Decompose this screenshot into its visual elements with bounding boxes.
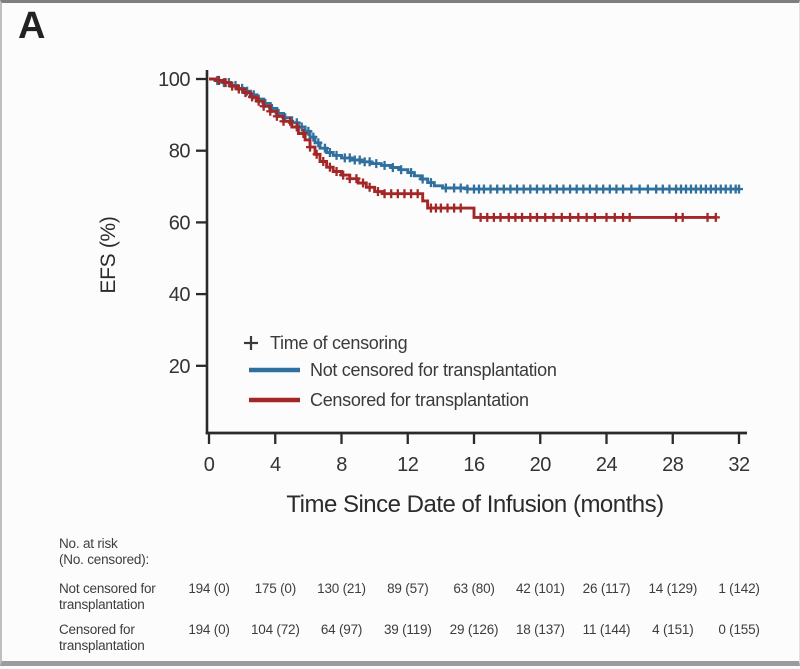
panel-label: A	[18, 5, 45, 47]
risk-table-header-line2: (No. censored):	[59, 552, 150, 567]
y-axis-title: EFS (%)	[97, 216, 120, 293]
x-tick-label: 0	[204, 454, 215, 476]
x-tick-label: 8	[336, 454, 347, 476]
risk-value: 0 (155)	[718, 622, 760, 637]
legend-censor-label: Time of censoring	[270, 333, 407, 353]
y-tick-label: 100	[158, 69, 190, 91]
risk-value: 89 (57)	[387, 581, 429, 596]
risk-row-label-not-censored-line1: Not censored for	[59, 581, 156, 596]
risk-row-label-not-censored-line2: transplantation	[59, 597, 145, 612]
x-tick-label: 24	[596, 454, 618, 476]
risk-value: 42 (101)	[515, 581, 565, 596]
x-tick-label: 4	[270, 454, 281, 476]
y-tick-label: 80	[169, 141, 191, 163]
x-tick-label: 32	[728, 454, 750, 476]
risk-value: 104 (72)	[250, 622, 300, 637]
x-tick-label: 28	[662, 454, 684, 476]
x-axis-title: Time Since Date of Infusion (months)	[286, 491, 663, 518]
risk-value: 1 (142)	[718, 581, 760, 596]
y-tick-label: 40	[169, 284, 191, 306]
risk-value: 14 (129)	[648, 581, 698, 596]
x-tick-label: 16	[463, 454, 485, 476]
y-tick-label: 60	[169, 212, 191, 234]
risk-value: 18 (137)	[515, 622, 565, 637]
censor-plus-icon	[244, 336, 258, 350]
risk-value: 39 (119)	[383, 622, 432, 637]
censor-marks-not-censored	[213, 75, 743, 194]
y-tick-label: 20	[169, 356, 191, 378]
efs-kaplan-meier-chart: 100 80 60 40 20 0 4 8 12 16 20 24 28 32 EFS (%) Time …	[97, 69, 750, 518]
risk-value: 26 (117)	[582, 581, 631, 596]
legend-label-censored: Censored for transplantation	[310, 390, 529, 410]
ticks-layer: 100 80 60 40 20 0 4 8 12 16 20 24 28 32	[158, 69, 750, 476]
risk-row-label-censored-line2: transplantation	[59, 638, 145, 653]
risk-value: 4 (151)	[652, 622, 694, 637]
number-at-risk-table: No. at risk (No. censored): Not censored…	[2, 3, 800, 669]
series-layer	[209, 75, 743, 222]
risk-table-header-line1: No. at risk	[59, 536, 118, 551]
risk-value: 194 (0)	[188, 622, 230, 637]
risk-row-label-censored-line1: Censored for	[59, 622, 135, 637]
risk-value: 175 (0)	[254, 581, 297, 596]
risk-value: 63 (80)	[453, 581, 495, 596]
chart-legend: Time of censoring Not censored for trans…	[244, 333, 557, 410]
risk-value: 64 (97)	[320, 622, 363, 637]
censor-marks-censored	[214, 75, 720, 222]
legend-label-not-censored: Not censored for transplantation	[310, 360, 557, 380]
x-tick-label: 20	[530, 454, 552, 476]
risk-value: 11 (144)	[582, 622, 631, 637]
x-tick-label: 12	[397, 454, 419, 476]
risk-value: 130 (21)	[317, 581, 366, 596]
risk-value: 194 (0)	[188, 581, 230, 596]
risk-value: 29 (126)	[449, 622, 499, 637]
